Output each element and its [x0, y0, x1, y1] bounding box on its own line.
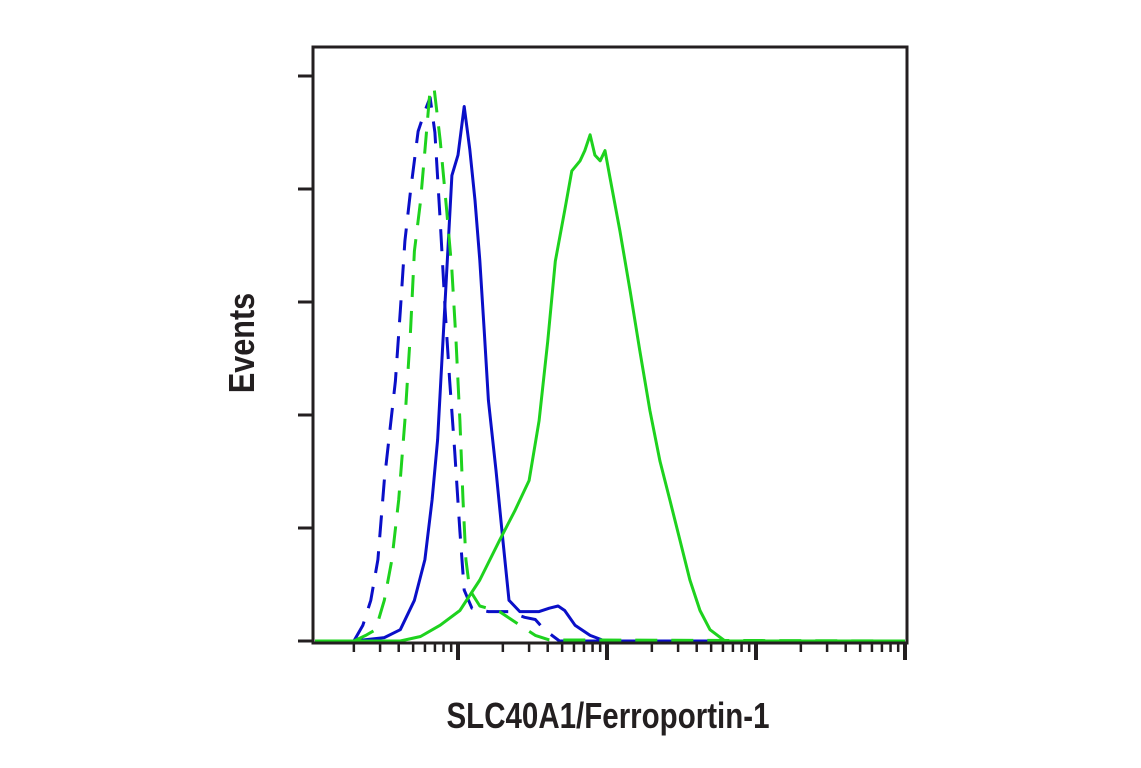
series-dashed-3: [353, 85, 906, 643]
series-group: [315, 85, 906, 643]
series-solid-0: [315, 105, 905, 643]
x-axis-label: SLC40A1/Ferroportin-1: [446, 695, 769, 735]
series-solid-2: [315, 133, 905, 643]
plot-frame: [311, 45, 909, 645]
series-dashed-1: [352, 96, 905, 643]
y-axis-label: Events: [223, 293, 263, 393]
